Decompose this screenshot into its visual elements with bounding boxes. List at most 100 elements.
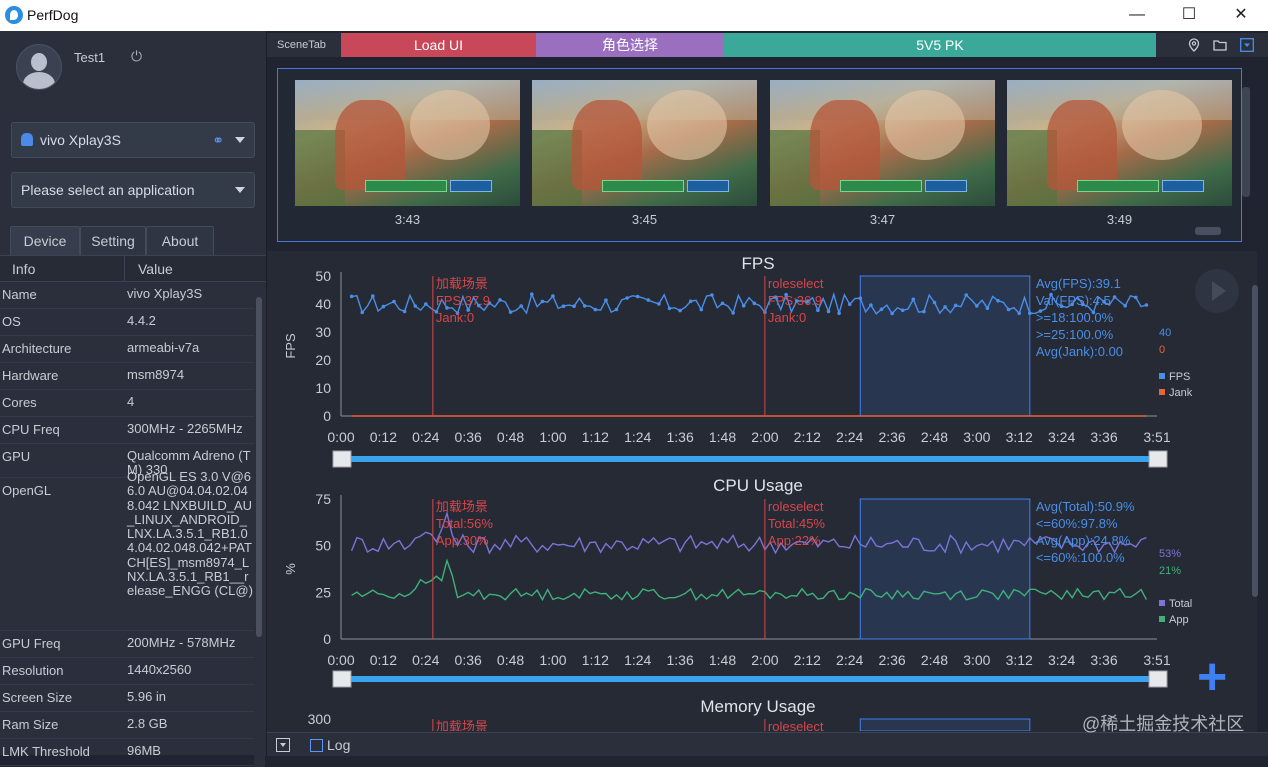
screenshot-thumbnail[interactable] [770,80,995,206]
screenshot-thumbnail[interactable] [1007,80,1232,206]
scene-5v5-pk[interactable]: 5V5 PK [724,33,1156,57]
fps-point [922,309,926,314]
x-tick-label: 0:24 [412,652,439,668]
fps-point [1038,309,1043,313]
watermark: @稀土掘金技术社区 [1082,714,1245,734]
legend-label: Jank [1169,387,1193,399]
x-tick-label: 0:36 [455,429,482,445]
fps-point [1123,304,1127,308]
scene-load-ui[interactable]: Load UI [341,33,536,57]
info-key: Cores [2,395,37,410]
y-tick-label: 75 [315,491,331,507]
fps-point [858,296,863,301]
y-tick-label: 25 [315,584,331,600]
scene-label: 角色选择 [602,37,658,53]
fps-point [741,304,746,308]
marker-label: App:22% [768,533,821,548]
fps-point [1134,295,1138,300]
stats-label: Avg(Total):50.9% [1036,499,1135,514]
logout-power-icon[interactable]: ⏻ [131,48,143,64]
info-row: Screen Size 5.96 in [0,684,254,712]
screenshot-timestamp: 3:43 [394,212,421,227]
screenshot-hscroll[interactable] [1195,227,1221,235]
fps-point [1017,311,1021,316]
y-tick-label: 0 [323,408,331,424]
x-tick-label: 2:48 [921,429,948,445]
folder-icon[interactable] [1213,38,1227,52]
fps-point [869,303,873,307]
log-checkbox[interactable] [310,739,323,752]
screenshot-thumbnail[interactable] [532,80,757,206]
scene-role-select[interactable]: 角色选择 [536,33,724,57]
user-icon-body [23,72,55,89]
fps-point [678,308,682,313]
fps-point [402,309,407,314]
app-select[interactable]: Please select an application [11,172,255,208]
marker-label: FPS:36.9 [768,293,822,308]
expand-panel-icon[interactable] [276,738,290,752]
add-chart-plus-icon[interactable]: + [1197,648,1228,706]
fps-point [943,305,947,309]
fps-point [752,301,757,306]
info-row: OpenGL OpenGL ES 3.0 V@66.0 AU@04.04.02.0… [0,469,254,631]
x-tick-label: 3:12 [1006,652,1033,668]
x-tick-label: 1:24 [624,429,651,445]
info-row: Cores 4 [0,389,254,417]
x-tick-label: 0:00 [327,652,354,668]
info-row: Name vivo Xplay3S [0,281,254,309]
marker-label: App:30% [436,533,489,548]
x-tick-label: 3:51 [1143,429,1170,445]
range-slider-right-handle [1148,450,1168,468]
avatar[interactable] [16,44,62,90]
device-select-value: vivo Xplay3S [40,132,121,148]
x-tick-label: 3:12 [1006,429,1033,445]
series-line-app [351,558,1148,602]
tab-about[interactable]: About [146,226,214,255]
fps-point [953,303,958,308]
range-slider-right-handle [1148,670,1168,688]
info-value: 4.4.2 [127,313,156,328]
fps-point [710,293,714,297]
legend-swatch [1159,389,1165,395]
minimize-button[interactable]: — [1129,6,1145,23]
x-tick-label: 2:00 [751,429,778,445]
x-tick-label: 3:00 [963,429,990,445]
stats-label: <=60%:97.8% [1036,516,1118,531]
fps-point [657,302,661,306]
info-key: OpenGL [2,483,52,498]
fps-point [1091,310,1096,315]
x-tick-label: 2:24 [836,429,863,445]
fps-point [614,307,619,312]
scene-tab-bar: SceneTab Load UI 角色选择 5V5 PK [267,33,1268,57]
x-tick-label: 0:12 [370,429,397,445]
fps-point [879,307,884,312]
series-current-value: 53% [1159,548,1181,560]
info-scrollbar[interactable] [254,287,265,767]
fps-point [911,297,916,302]
collapse-dropdown-icon[interactable] [1240,38,1254,52]
fps-point [530,292,534,296]
x-tick-label: 1:48 [709,429,736,445]
connection-link-icon[interactable]: ⚭ [212,132,224,148]
y-tick-label: 20 [315,352,331,368]
info-key: Name [2,287,37,302]
fps-point [688,299,693,304]
play-icon[interactable] [1195,269,1239,313]
charts-vscroll[interactable] [1250,265,1260,597]
title-bar: PerfDog — ☐ ✕ [0,0,1268,31]
device-select[interactable]: vivo Xplay3S ⚭ [11,122,255,158]
location-pin-icon[interactable] [1187,38,1201,52]
screenshot-thumbnail[interactable] [295,80,520,206]
range-slider-track [341,456,1157,462]
fps-point [582,304,587,308]
info-key: GPU Freq [2,636,61,651]
fps-point [392,299,396,304]
tab-setting[interactable]: Setting [80,226,146,255]
maximize-button[interactable]: ☐ [1181,6,1197,23]
legend-label: Total [1169,598,1192,610]
fps-point [1112,295,1117,299]
tab-device[interactable]: Device [10,226,80,255]
info-value: 5.96 in [127,689,167,704]
close-button[interactable]: ✕ [1234,6,1248,23]
screenshot-vscroll[interactable] [1242,87,1250,197]
